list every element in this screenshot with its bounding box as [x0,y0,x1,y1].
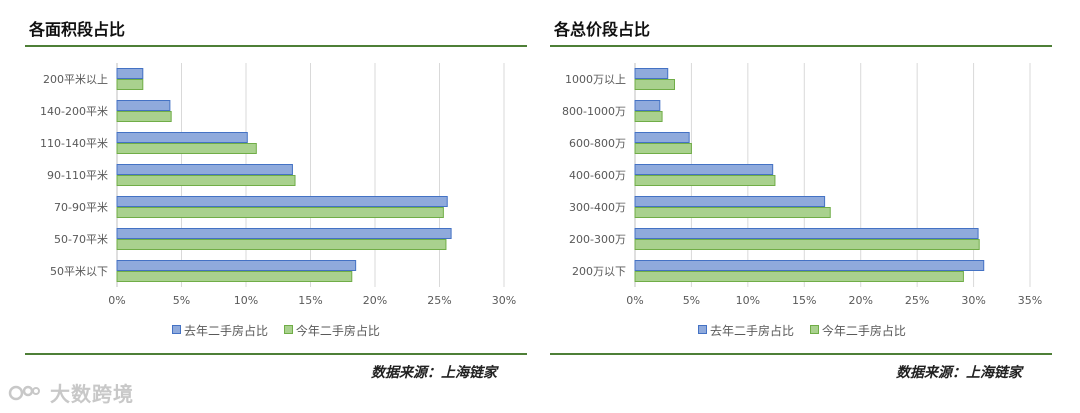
category-label: 400-600万 [569,169,626,182]
legend-item-last-year: 去年二手房占比 [698,322,794,339]
bar-this-year [634,239,980,250]
bar-this-year [634,271,964,282]
bar-last-year [634,132,690,143]
chart-legend: 去年二手房占比 今年二手房占比 [698,322,918,339]
bar-last-year [116,132,248,143]
legend-item-last-year: 去年二手房占比 [172,322,268,339]
legend-swatch [698,325,707,334]
legend-label: 去年二手房占比 [710,324,795,338]
x-tick-label: 20% [363,294,387,307]
bottom-divider [25,353,527,355]
x-tick-label: 5% [683,294,700,307]
x-tick-label: 0% [108,294,125,307]
bar-last-year [116,196,448,207]
bar-this-year [116,143,257,154]
bar-this-year [116,239,447,250]
category-label: 300-400万 [569,201,626,214]
bar-this-year [634,175,776,186]
bar-this-year [634,111,663,122]
category-label: 50平米以下 [50,265,108,278]
category-label: 600-800万 [569,137,626,150]
bar-last-year [116,228,452,239]
bar-this-year [634,143,692,154]
x-tick-label: 30% [492,294,516,307]
bar-last-year [116,100,171,111]
area-share-panel: 各面积段占比 0% 5% 10% 15% 20% 25% 30% 200平米以上 140-200… [25,0,527,413]
watermark: 大数跨境 [8,378,134,407]
bar-this-year [634,79,675,90]
category-label: 200万以下 [572,265,626,278]
bar-this-year [116,175,296,186]
category-label: 50-70平米 [54,233,108,246]
legend-swatch [283,325,293,334]
category-label: 140-200平米 [40,105,108,118]
x-tick-label: 5% [173,294,190,307]
watermark-text: 大数跨境 [49,382,134,406]
bar-last-year [634,260,985,271]
bar-last-year [634,228,979,239]
legend-item-this-year: 今年二手房占比 [283,322,380,339]
x-tick-label: 25% [905,294,929,307]
price-share-chart: 0% 5% 10% 15% 20% 25% 30% 35% 1000万以上 800-1000万 60… [562,63,1042,307]
x-tick-label: 20% [848,294,872,307]
x-tick-label: 35% [1018,294,1042,307]
bar-last-year [634,68,669,79]
area-share-chart: 0% 5% 10% 15% 20% 25% 30% 200平米以上 140-200平米 110-1… [40,63,516,307]
x-tick-label: 30% [961,294,985,307]
bar-this-year [116,207,444,218]
title-divider [550,45,1052,47]
category-label: 800-1000万 [562,105,626,118]
bar-last-year [116,68,144,79]
category-label: 200平米以上 [43,73,108,86]
category-label: 70-90平米 [54,201,108,214]
source-note: 数据来源：上海链家 [896,365,1022,381]
bottom-divider [550,353,1052,355]
chart-title: 各总价段占比 [554,20,651,39]
x-tick-label: 10% [736,294,760,307]
category-label: 90-110平米 [47,169,108,182]
title-divider [25,45,527,47]
bar-this-year [116,79,144,90]
x-tick-label: 15% [792,294,816,307]
x-tick-label: 15% [298,294,322,307]
category-label: 200-300万 [569,233,626,246]
legend-item-this-year: 今年二手房占比 [809,322,906,339]
legend-label: 去年二手房占比 [184,324,269,338]
chart-title: 各面积段占比 [29,20,126,39]
x-tick-label: 25% [427,294,451,307]
legend-label: 今年二手房占比 [821,324,906,338]
source-note: 数据来源：上海链家 [371,365,497,381]
bar-this-year [116,111,172,122]
legend-label: 今年二手房占比 [295,324,380,338]
category-label: 1000万以上 [565,73,626,86]
legend-swatch [172,325,181,334]
category-label: 110-140平米 [40,137,108,150]
bar-last-year [116,260,357,271]
x-tick-label: 0% [626,294,643,307]
bar-last-year [116,164,293,175]
x-tick-label: 10% [234,294,258,307]
price-share-panel: 各总价段占比 0% 5% 10% 15% 20% 25% 30% 35% 1000万以上 800-… [550,0,1052,413]
chart-legend: 去年二手房占比 今年二手房占比 [172,322,392,339]
bar-last-year [634,164,774,175]
legend-swatch [809,325,819,334]
bar-last-year [634,100,661,111]
bar-this-year [116,271,353,282]
bar-last-year [634,196,826,207]
bar-this-year [634,207,831,218]
logo-icon [8,385,40,401]
